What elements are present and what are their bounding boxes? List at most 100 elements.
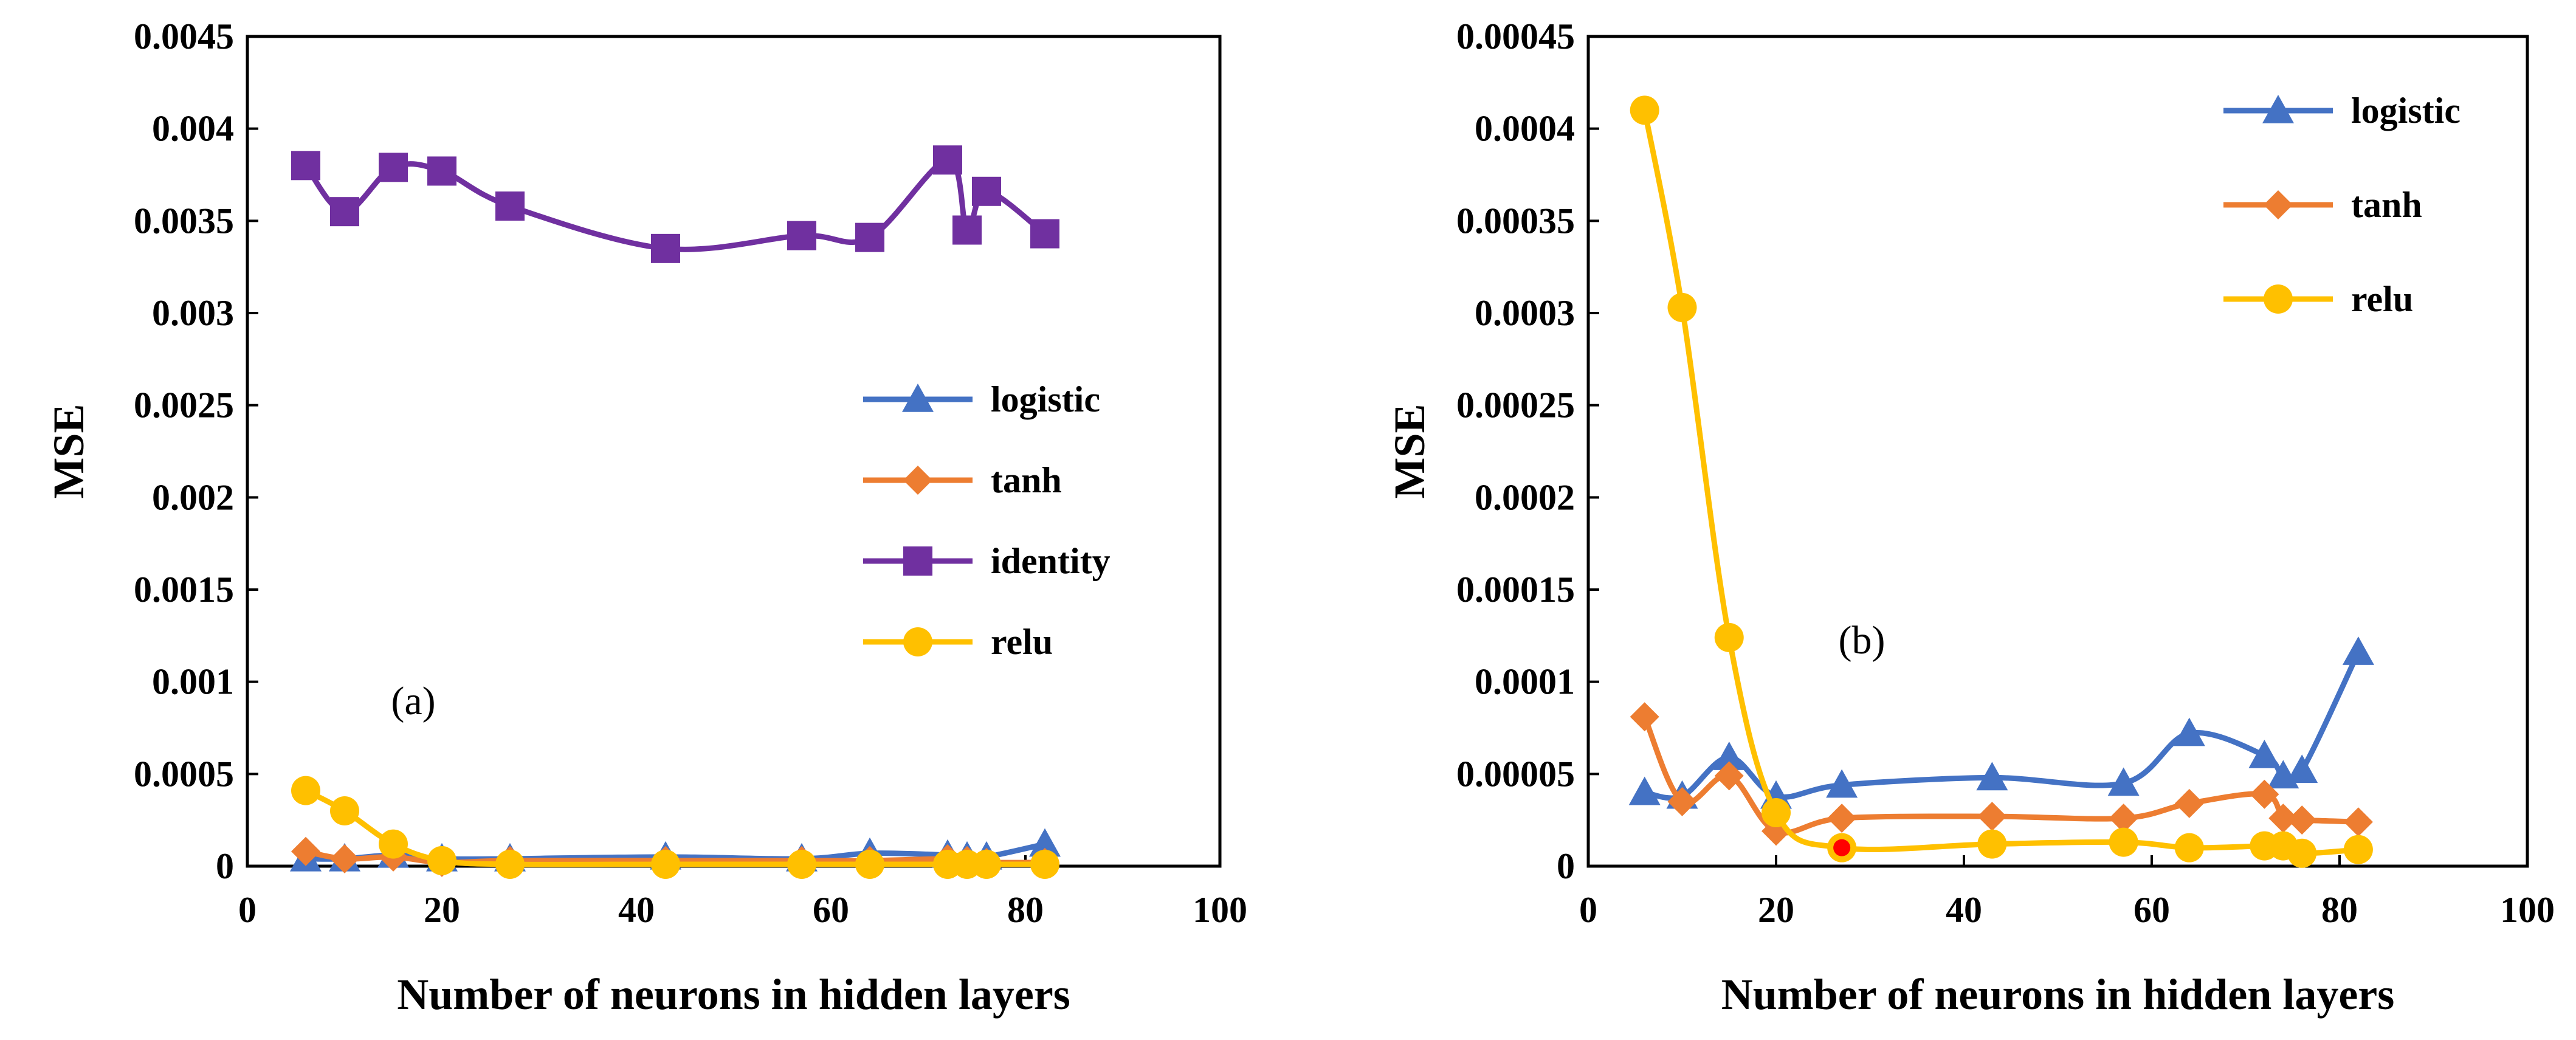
data-point-logistic: [1826, 769, 1858, 798]
data-point-logistic: [2342, 636, 2374, 665]
legend-marker-logistic: [2262, 95, 2294, 123]
y-tick-label: 0: [216, 846, 234, 886]
data-point-relu: [291, 776, 320, 805]
legend-marker-relu: [2264, 284, 2293, 314]
data-point-relu: [787, 849, 816, 879]
x-tick-label: 20: [1758, 890, 1794, 930]
y-tick-label: 0.00015: [1456, 570, 1575, 610]
data-point-logistic: [1628, 776, 1661, 805]
x-axis-title: Number of neurons in hidden layers: [1721, 970, 2395, 1019]
y-tick-label: 0.0025: [134, 385, 234, 425]
x-axis-ticks: 0 20 40 60 80 100: [238, 855, 1247, 930]
y-tick-label: 0.002: [152, 477, 234, 517]
data-point-identity: [972, 176, 1001, 206]
x-axis-title: Number of neurons in hidden layers: [397, 970, 1070, 1019]
data-point-logistic: [1029, 828, 1061, 857]
data-point-tanh: [1630, 702, 1659, 732]
legend-label: relu: [2351, 279, 2413, 319]
data-point-relu: [855, 849, 884, 879]
y-tick-label: 0.0005: [134, 754, 234, 794]
data-point-relu: [651, 849, 680, 879]
legend: logistic tanh identity relu: [863, 379, 1111, 662]
data-point-identity: [330, 197, 359, 227]
data-point-tanh: [1667, 787, 1697, 816]
data-point-identity: [787, 221, 816, 250]
y-tick-label: 0.0004: [1475, 109, 1575, 149]
y-tick-label: 0.003: [152, 293, 234, 333]
y-tick-label: 0.00005: [1456, 754, 1575, 794]
data-point-logistic: [2248, 740, 2281, 768]
legend-label: tanh: [991, 460, 1062, 500]
y-tick-label: 0.00035: [1456, 201, 1575, 241]
data-point-tanh: [330, 844, 359, 873]
legend-item-logistic: logistic: [863, 379, 1100, 419]
x-tick-label: 80: [2321, 890, 2358, 930]
legend-label: tanh: [2351, 185, 2422, 225]
x-tick-label: 20: [424, 890, 460, 930]
data-point-logistic: [2286, 754, 2318, 783]
y-tick-label: 0.0015: [134, 570, 234, 610]
data-point-logistic: [2107, 767, 2140, 796]
data-point-tanh: [2268, 804, 2298, 833]
legend-label: identity: [991, 541, 1111, 581]
series-relu: [1630, 95, 2373, 868]
data-point-relu: [2174, 833, 2204, 863]
chart-panel-b: 0 0.00005 0.0001 0.00015 0.0002 0.00025 0.0003…: [1385, 16, 2555, 1019]
x-tick-label: 40: [1946, 890, 1982, 930]
legend-marker-tanh: [2264, 190, 2293, 219]
y-axis-ticks: 0 0.0005 0.001 0.0015 0.002 0.0025 0.003 0.0035…: [134, 16, 258, 886]
data-point-relu: [1762, 798, 1791, 828]
data-point-relu: [2343, 835, 2373, 864]
data-point-identity: [379, 153, 408, 182]
legend-marker-tanh: [903, 466, 932, 495]
series-identity: [291, 145, 1059, 263]
data-point-relu: [1630, 95, 1659, 125]
data-point-identity: [1030, 219, 1059, 249]
data-point-identity: [933, 145, 962, 175]
x-tick-label: 100: [2500, 890, 2555, 930]
series-tanh: [1630, 702, 2373, 846]
data-point-relu: [330, 796, 359, 825]
y-tick-label: 0.0045: [134, 16, 234, 57]
data-point-tanh: [2174, 788, 2204, 818]
highlighted-point: [1833, 839, 1851, 856]
y-tick-label: 0.001: [152, 662, 234, 702]
y-tick-label: 0.0035: [134, 201, 234, 241]
legend-label: logistic: [991, 379, 1100, 419]
x-tick-label: 60: [813, 890, 849, 930]
panel-label: (b): [1839, 618, 1886, 663]
legend-marker-relu: [903, 627, 932, 656]
data-point-logistic: [1976, 762, 2008, 791]
data-point-tanh: [2250, 779, 2279, 809]
data-point-relu: [427, 845, 456, 875]
x-tick-label: 0: [1579, 890, 1597, 930]
data-point-relu: [495, 849, 525, 879]
panel-label: (a): [391, 679, 435, 723]
y-axis-title: MSE: [1385, 404, 1434, 498]
data-point-tanh: [1827, 804, 1857, 833]
y-tick-label: 0.00045: [1456, 16, 1575, 57]
data-point-identity: [952, 215, 982, 245]
data-point-tanh: [2343, 807, 2373, 837]
y-axis-title: MSE: [44, 404, 93, 498]
data-point-identity: [427, 156, 456, 186]
legend-label: relu: [991, 622, 1053, 662]
x-tick-label: 80: [1007, 890, 1044, 930]
data-point-tanh: [2287, 805, 2317, 835]
data-point-relu: [1714, 622, 1744, 652]
legend-label: logistic: [2351, 91, 2461, 131]
y-tick-label: 0.0003: [1475, 293, 1575, 333]
data-point-tanh: [1977, 802, 2007, 832]
data-point-identity: [495, 191, 525, 221]
legend-item-logistic: logistic: [2223, 91, 2461, 131]
data-point-identity: [651, 233, 680, 263]
data-point-relu: [1030, 849, 1059, 879]
data-point-logistic: [1713, 742, 1745, 770]
y-tick-label: 0: [1557, 846, 1575, 886]
data-point-logistic: [2173, 717, 2205, 746]
legend-item-tanh: tanh: [863, 460, 1062, 500]
legend-item-identity: identity: [863, 541, 1111, 581]
y-tick-label: 0.0001: [1475, 662, 1575, 702]
x-tick-label: 40: [618, 890, 655, 930]
